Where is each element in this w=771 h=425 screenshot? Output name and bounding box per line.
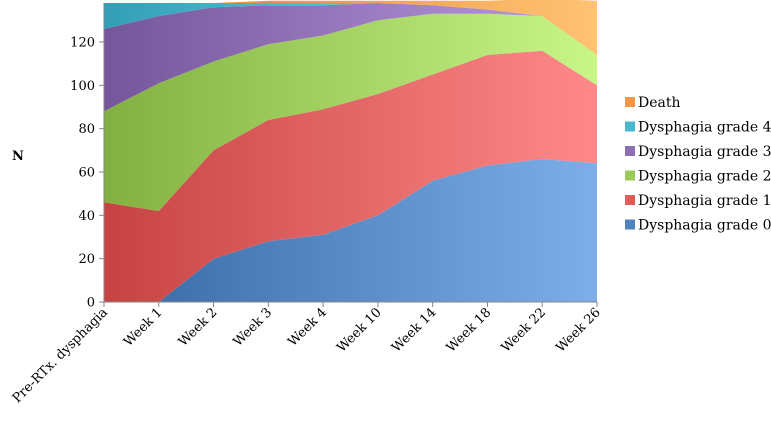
legend-swatch [625,170,635,181]
y-tick-label: 120 [70,36,95,51]
area-series-group [104,0,597,303]
legend-swatch [625,219,635,230]
x-axis-ticks: Pre-RTx. dysphagia Week 1 Week 2 Week 3 Week… [10,302,604,406]
area-dysphagia-grade-3 [104,3,597,112]
x-tick-label: Week 3 [231,305,276,350]
legend: Death Dysphagia grade 4 Dysphagia grade 3 D… [625,95,771,234]
legend-label: Dysphagia grade 4 [638,120,771,136]
x-tick-label: Week 14 [389,305,439,355]
y-tick-label: 100 [70,79,95,94]
area-dysphagia-grade-2 [104,13,597,211]
y-axis-label: N [12,149,24,164]
y-tick-label: 60 [78,166,95,181]
area-dysphagia-grade-1 [104,50,597,303]
y-tick-label: 20 [78,252,95,267]
legend-label: Death [638,95,681,111]
y-tick-label: 80 [78,122,95,137]
legend-swatch [625,146,635,156]
x-tick-label: Week 2 [176,305,221,350]
legend-swatch [625,97,635,107]
legend-swatch [625,121,635,132]
area-dysphagia-grade-0 [104,159,597,302]
axes [103,3,597,303]
legend-swatch [625,195,635,205]
y-axis-ticks: 0 20 40 60 80 100 120 [70,36,104,311]
x-tick-label: Week 18 [444,305,494,355]
x-tick-label: Week 4 [285,305,330,350]
x-tick-label: Pre-RTx. dysphagia [10,305,111,406]
y-tick-label: 0 [87,296,95,311]
legend-label: Dysphagia grade 0 [638,218,771,234]
y-tick-label: 40 [78,209,95,224]
x-tick-label: Week 10 [334,305,384,355]
x-tick-label: Week 1 [121,305,166,350]
legend-label: Dysphagia grade 2 [638,169,771,185]
x-tick-label: Week 22 [499,305,549,355]
legend-label: Dysphagia grade 3 [638,144,771,160]
x-tick-label: Week 26 [553,305,603,355]
legend-label: Dysphagia grade 1 [638,193,771,209]
area-death [104,0,597,55]
area-dysphagia-grade-4 [104,3,597,55]
